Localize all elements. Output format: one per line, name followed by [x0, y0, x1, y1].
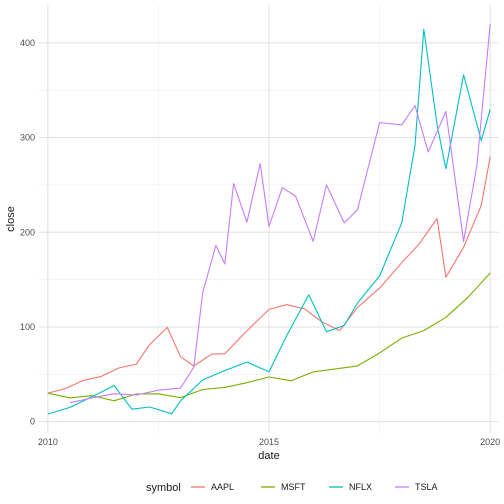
- legend-title: symbol: [146, 482, 181, 494]
- y-tick-label: 400: [20, 38, 35, 48]
- series-line-tsla: [69, 23, 491, 404]
- x-tick-label: 2020: [480, 437, 500, 447]
- y-tick-label: 100: [20, 322, 35, 332]
- x-tick-label: 2015: [259, 437, 279, 447]
- legend-label-tsla: TSLA: [415, 482, 438, 492]
- x-tick-label: 2010: [38, 437, 58, 447]
- y-axis-tick-labels: 0 100 200 300 400: [20, 38, 35, 427]
- legend-label-nflx: NFLX: [349, 482, 372, 492]
- x-axis-title: date: [258, 450, 279, 462]
- y-tick-label: 300: [20, 133, 35, 143]
- y-axis-title: close: [5, 206, 17, 232]
- legend-label-msft: MSFT: [281, 482, 306, 492]
- series-lines: [47, 23, 491, 415]
- x-axis-tick-labels: 2010 2015 2020: [38, 437, 500, 447]
- series-line-nflx: [47, 28, 491, 415]
- legend-label-aapl: AAPL: [211, 482, 234, 492]
- legend: symbol AAPL MSFT NFLX TSLA: [146, 482, 438, 494]
- y-tick-label: 0: [30, 417, 35, 427]
- series-line-aapl: [47, 156, 491, 394]
- y-tick-label: 200: [20, 227, 35, 237]
- series-line-msft: [47, 272, 491, 402]
- major-gridlines: [39, 5, 499, 433]
